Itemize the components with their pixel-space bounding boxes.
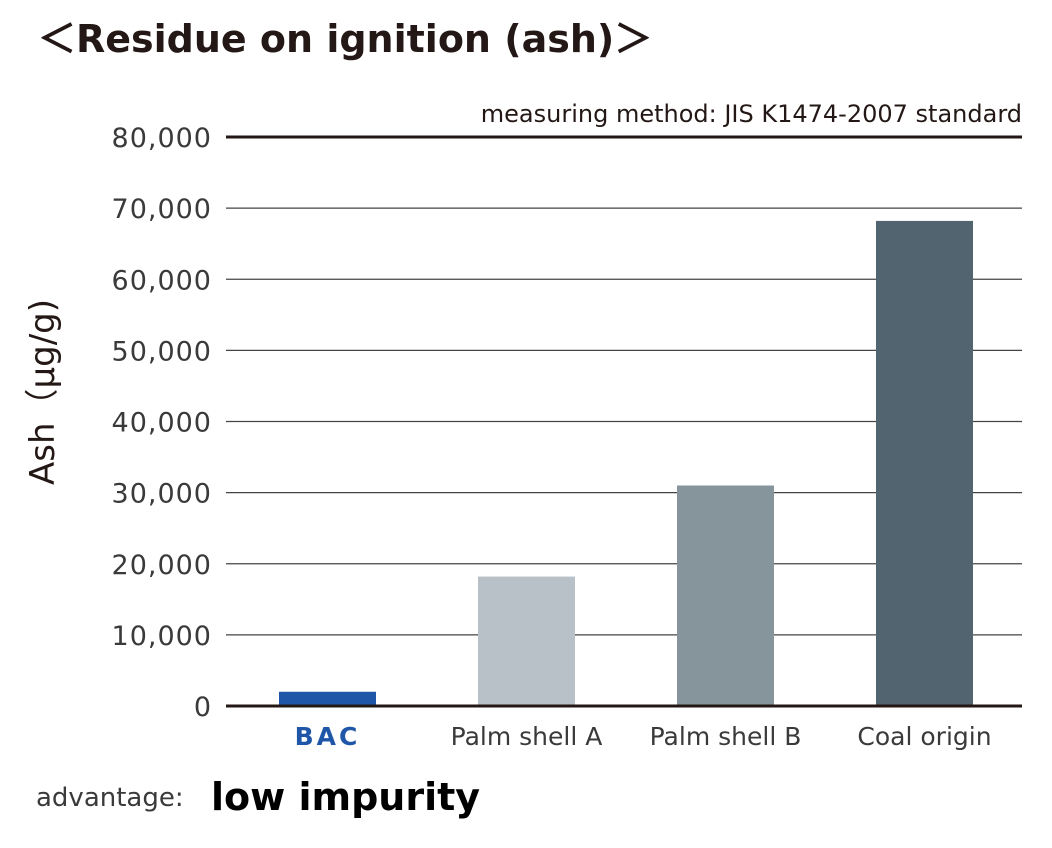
y-tick-label: 70,000 <box>112 194 212 225</box>
y-tick-label: 50,000 <box>112 336 212 367</box>
y-tick-label: 40,000 <box>112 408 212 439</box>
y-tick-label: 80,000 <box>112 123 212 154</box>
x-axis-ticks: BAC Palm shell A Palm shell B Coal origin <box>295 722 992 751</box>
x-tick-label: Palm shell A <box>451 722 603 751</box>
y-tick-label: 20,000 <box>112 550 212 581</box>
x-tick-label: BAC <box>295 722 361 751</box>
y-tick-label: 10,000 <box>112 621 212 652</box>
measuring-method-note: measuring method: JIS K1474-2007 standar… <box>481 100 1022 128</box>
advantage-label: advantage: <box>36 783 184 813</box>
x-tick-label: Palm shell B <box>650 722 802 751</box>
y-tick-label: 60,000 <box>112 265 212 296</box>
bars <box>279 220 973 705</box>
y-axis-ticks: 0 10,000 20,000 30,000 40,000 50,000 60,000 70,… <box>112 123 212 723</box>
bar-coal-origin <box>876 220 973 705</box>
x-tick-label: Coal origin <box>857 722 991 751</box>
y-tick-label: 0 <box>194 692 212 723</box>
bar-palm-shell-a <box>478 576 575 705</box>
gridlines <box>226 135 1022 708</box>
y-tick-label: 30,000 <box>112 479 212 510</box>
advantage-value: low impurity <box>211 775 480 819</box>
bar-palm-shell-b <box>677 485 774 705</box>
y-axis-label: Ash（μg/g) <box>23 299 63 485</box>
chart-title: ＜Residue on ignition (ash)＞ <box>38 17 652 61</box>
bar-bac <box>279 691 376 705</box>
